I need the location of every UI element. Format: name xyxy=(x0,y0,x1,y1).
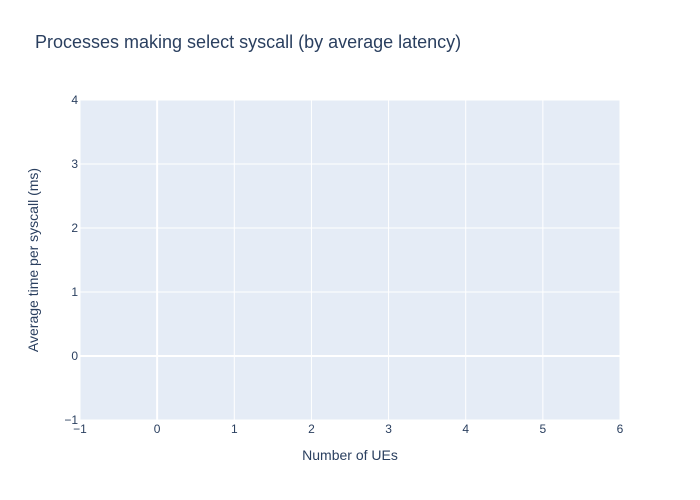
x-tick-label: −1 xyxy=(73,422,87,436)
x-tick-label: 5 xyxy=(540,422,547,436)
y-tick-label: 3 xyxy=(71,157,78,171)
x-tick-label: 6 xyxy=(617,422,624,436)
x-tick-label: 4 xyxy=(462,422,469,436)
plot-area xyxy=(80,100,620,420)
tick-labels: −1 0 1 2 3 4 5 6 −1 0 1 2 3 4 xyxy=(64,93,623,436)
y-tick-label: 0 xyxy=(71,349,78,363)
y-tick-label: 1 xyxy=(71,285,78,299)
chart-title: Processes making select syscall (by aver… xyxy=(35,32,462,52)
x-tick-label: 3 xyxy=(385,422,392,436)
grid-lines xyxy=(79,99,621,421)
x-axis-title: Number of UEs xyxy=(302,447,398,463)
y-tick-label: 4 xyxy=(71,93,78,107)
x-tick-label: 1 xyxy=(231,422,238,436)
y-axis-title: Average time per syscall (ms) xyxy=(25,168,41,352)
x-tick-label: 2 xyxy=(308,422,315,436)
y-tick-label: −1 xyxy=(64,413,78,427)
y-tick-label: 2 xyxy=(71,221,78,235)
x-tick-label: 0 xyxy=(154,422,161,436)
